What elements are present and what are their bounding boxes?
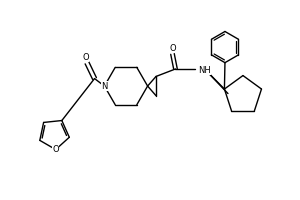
Text: O: O bbox=[169, 44, 176, 53]
Text: N: N bbox=[101, 82, 108, 91]
Text: NH: NH bbox=[198, 66, 211, 75]
Text: O: O bbox=[52, 145, 59, 154]
Text: O: O bbox=[82, 53, 89, 62]
